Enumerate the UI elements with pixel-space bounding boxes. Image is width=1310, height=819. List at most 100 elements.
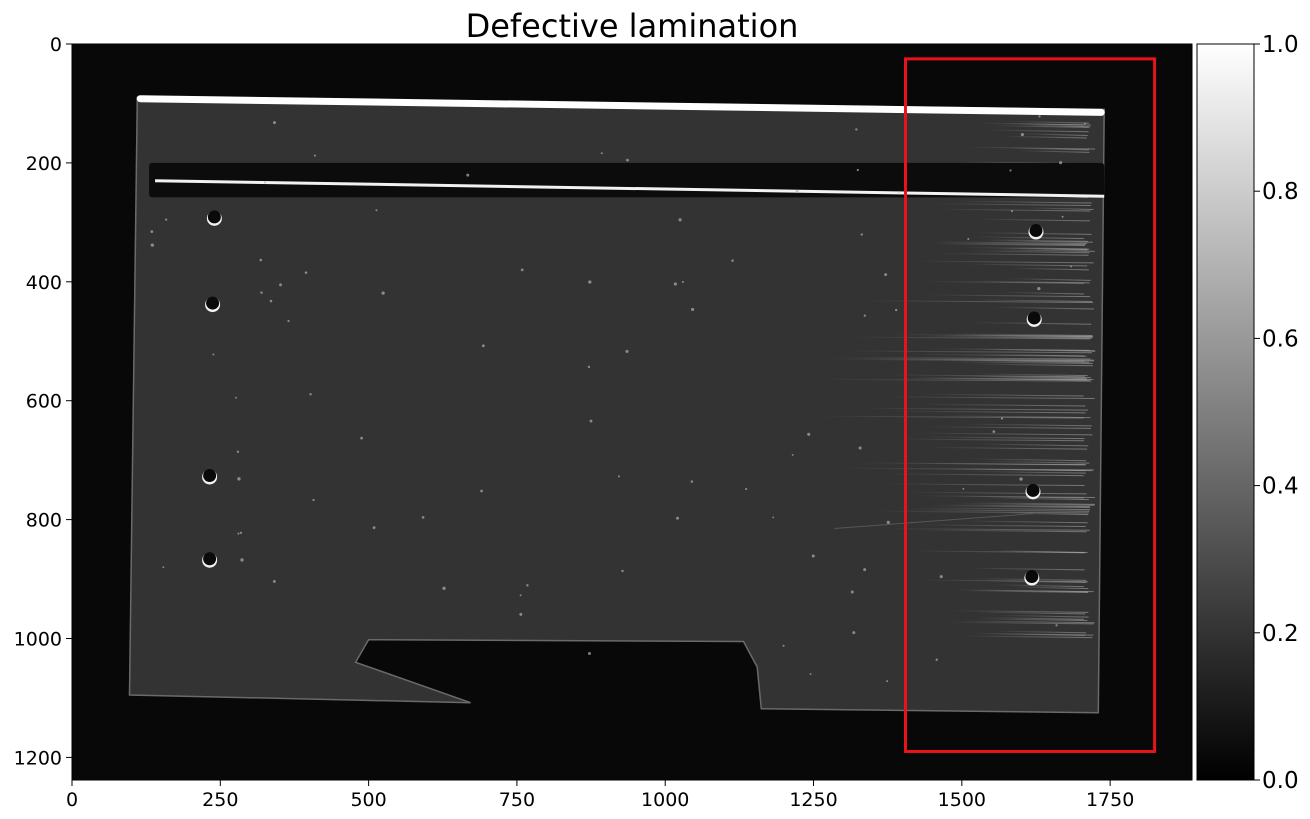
- speck: [150, 243, 155, 247]
- speck: [260, 291, 263, 294]
- speck: [312, 498, 315, 502]
- speck: [360, 436, 363, 440]
- y-tick-label: 0: [50, 34, 62, 56]
- speck: [894, 308, 898, 312]
- defect-streak: [982, 460, 1090, 464]
- speck: [1020, 133, 1024, 137]
- defect-streak: [823, 357, 1094, 361]
- speck: [279, 283, 282, 287]
- speck: [150, 230, 154, 233]
- image-plot-area: [72, 44, 1192, 780]
- speck: [856, 168, 859, 172]
- defect-streak: [950, 589, 1094, 593]
- defect-streak: [985, 249, 1095, 252]
- defect-streak: [976, 376, 1087, 380]
- colorbar-axis: 0.0 0.2 0.4 0.6 0.8 1.0: [1254, 32, 1299, 794]
- speck: [519, 594, 522, 597]
- colorbar-tick-label: 0.6: [1262, 326, 1299, 352]
- defect-streak: [874, 510, 1089, 514]
- speck: [1059, 161, 1063, 165]
- defect-streak: [914, 524, 1086, 528]
- defect-streak: [895, 438, 1085, 442]
- speck: [304, 271, 308, 274]
- y-tick-label: 1200: [14, 747, 62, 769]
- defect-streak: [893, 509, 1090, 512]
- x-tick-label: 1000: [641, 789, 689, 811]
- x-tick-label: 1750: [1086, 789, 1134, 811]
- defect-streak: [980, 348, 1095, 352]
- defect-streak: [938, 504, 1091, 508]
- speck: [886, 680, 889, 683]
- defect-streak: [956, 620, 1095, 624]
- colorbar-tick-label: 1.0: [1262, 32, 1299, 58]
- plot-frame: [71, 43, 1193, 781]
- defect-streak: [843, 350, 1093, 354]
- speck: [165, 218, 168, 221]
- defect-streak: [1018, 133, 1088, 137]
- defect-streak: [971, 611, 1086, 615]
- defect-streak: [1001, 291, 1085, 295]
- defect-streak: [938, 468, 1093, 472]
- defect-streak: [921, 436, 1085, 440]
- defect-highlight-box: [903, 57, 1157, 753]
- defect-streak: [993, 550, 1088, 553]
- defect-streak: [955, 502, 1095, 506]
- speck: [466, 173, 470, 177]
- hole: [203, 552, 217, 566]
- speck: [1038, 115, 1041, 118]
- colorbar-tick-label: 0.0: [1262, 768, 1299, 794]
- speck: [1037, 287, 1041, 291]
- speck: [852, 631, 856, 635]
- x-tick-label: 750: [499, 789, 535, 811]
- speck: [587, 652, 591, 656]
- defect-streak: [950, 333, 1093, 337]
- speck: [625, 349, 629, 353]
- x-tick-label: 1250: [789, 789, 837, 811]
- defect-streak: [965, 250, 1090, 254]
- speck: [962, 487, 965, 490]
- defect-streak: [976, 218, 1090, 222]
- speck: [600, 152, 603, 155]
- speck: [863, 314, 866, 317]
- defect-streak: [926, 243, 1086, 246]
- defect-streak: [962, 423, 1092, 427]
- x-tick-label: 250: [202, 789, 238, 811]
- speck: [519, 612, 523, 616]
- annotation-layer: [903, 57, 1157, 753]
- speck: [617, 475, 620, 478]
- defect-streak: [967, 567, 1085, 571]
- speck: [691, 307, 695, 311]
- defect-streak: [944, 415, 1091, 419]
- speck: [626, 158, 629, 162]
- defect-streak: [917, 432, 1093, 436]
- x-tick-label: 500: [350, 789, 386, 811]
- bright-edge: [136, 95, 1105, 116]
- defect-streak: [950, 610, 1089, 613]
- speck: [589, 419, 593, 423]
- defect-streak: [945, 375, 1091, 379]
- defect-streak: [953, 200, 1092, 204]
- defect-streak: [982, 239, 1093, 243]
- speck: [621, 569, 624, 573]
- hole: [1027, 311, 1041, 325]
- speck: [782, 644, 785, 647]
- defect-streak: [1024, 207, 1094, 211]
- defect-streak: [1017, 150, 1090, 153]
- speck: [587, 365, 591, 369]
- defect-streak: [913, 507, 1091, 511]
- speck: [237, 532, 240, 535]
- defect-streak: [840, 358, 1085, 362]
- defect-streak: [966, 263, 1088, 267]
- defect-streak: [998, 614, 1089, 618]
- defect-streak: [945, 334, 1094, 337]
- defect-streak: [972, 236, 1084, 240]
- defect-streak: [933, 335, 1093, 338]
- speck: [372, 526, 376, 530]
- hole: [1026, 483, 1040, 497]
- speck: [480, 489, 483, 493]
- defect-streak: [1019, 124, 1091, 128]
- defect-streak: [1012, 120, 1089, 124]
- speck: [807, 432, 811, 436]
- defect-streak: [986, 129, 1089, 133]
